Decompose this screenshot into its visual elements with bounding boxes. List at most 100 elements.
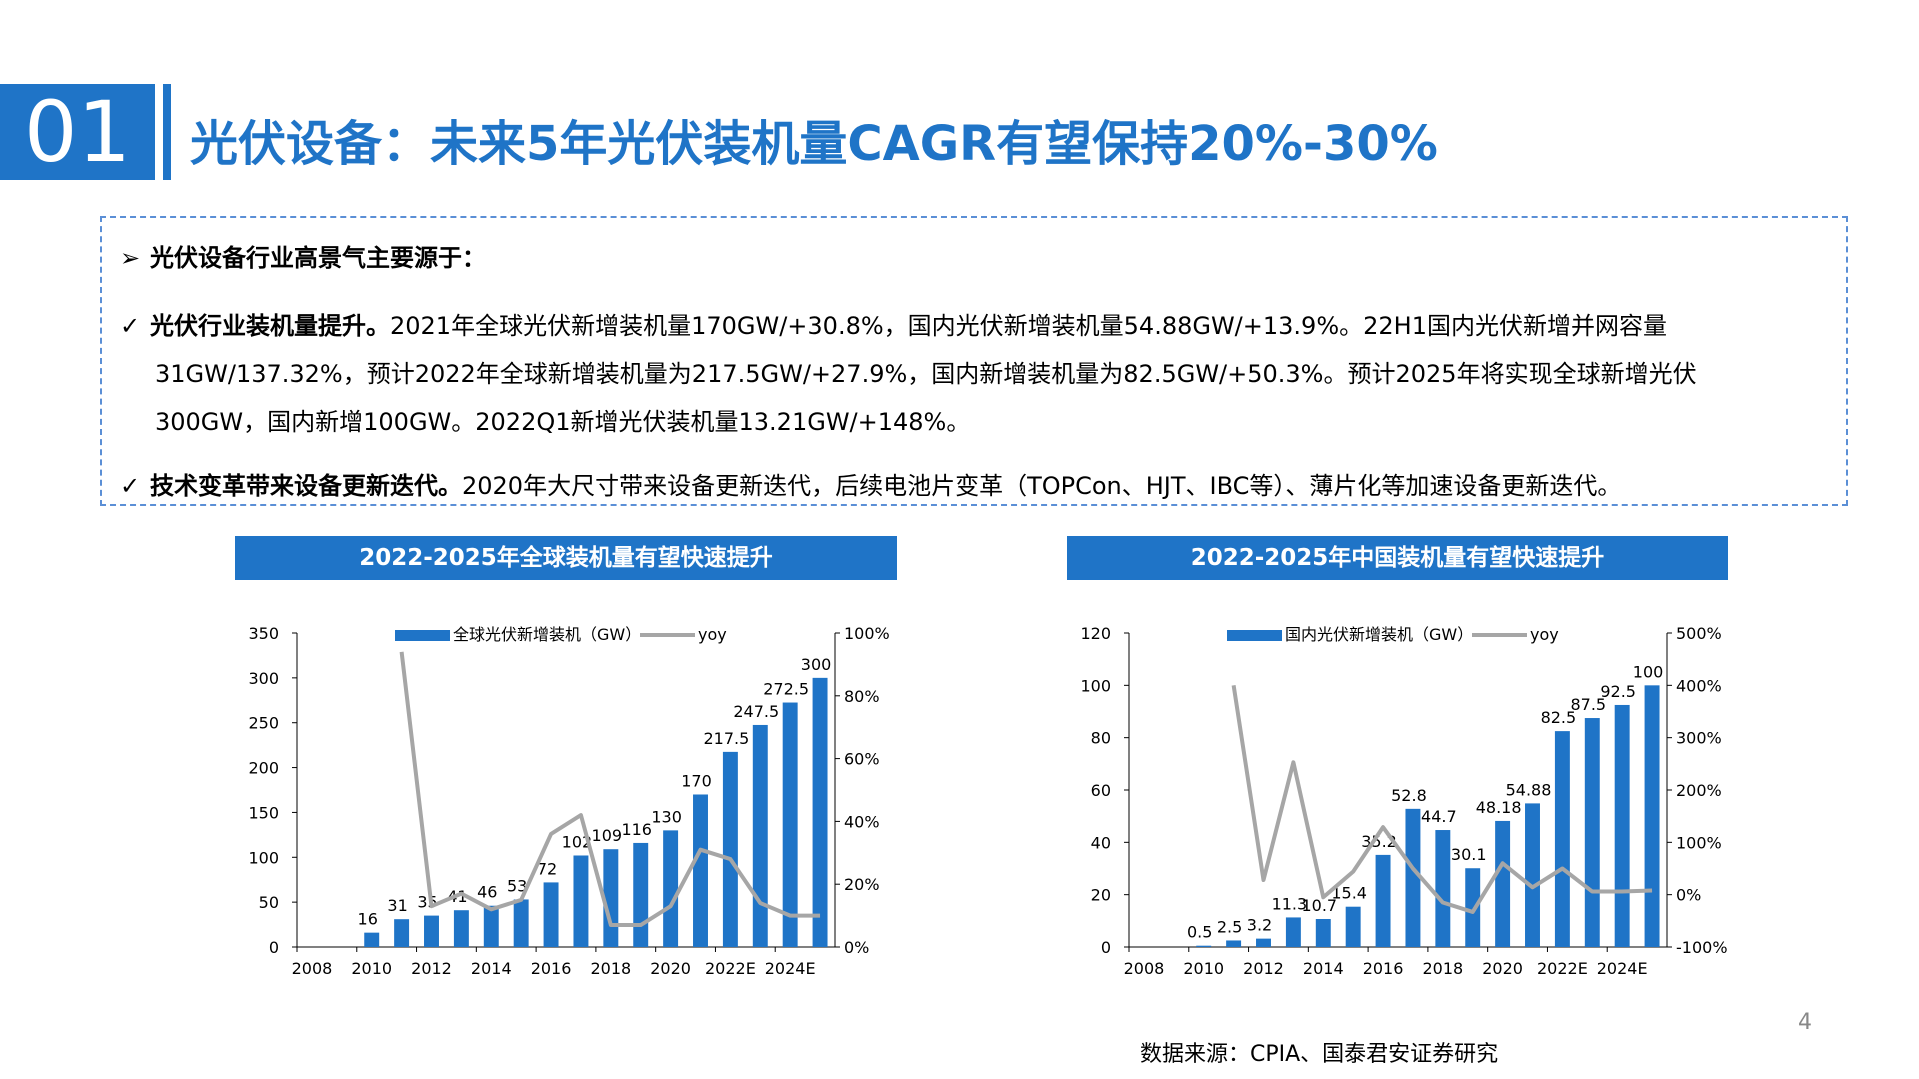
x-tick-label: 2012 [411,959,452,978]
bar-value-label: 44.7 [1421,807,1457,826]
bar-value-label: 116 [621,820,652,839]
bar-value-label: 46 [477,883,497,902]
bar [1375,854,1391,947]
y-tick-label: 100 [1080,676,1111,695]
y-tick-label: 350 [248,624,279,643]
bar-value-label: 100 [1633,662,1664,681]
bar [513,899,529,947]
bar [1465,868,1481,947]
x-tick-label: 2010 [1183,959,1224,978]
x-tick-label: 2010 [351,959,392,978]
bar [782,702,798,947]
y2-tick-label: 200% [1676,781,1722,800]
bar [424,915,439,947]
bar [1614,704,1630,947]
y-tick-label: 50 [259,893,279,912]
bar [1405,808,1421,947]
x-tick-label: 2016 [531,959,572,978]
point2-bold: 技术变革带来设备更新迭代。 [150,472,462,500]
bar [1315,919,1331,947]
bar-value-label: 102 [562,832,593,851]
bar-value-label: 217.5 [703,729,749,748]
bar [573,855,589,947]
bar [1644,685,1660,947]
bar [1584,718,1600,947]
bar-value-label: 82.5 [1541,708,1577,727]
bar-value-label: 109 [592,826,623,845]
y-tick-label: 0 [269,938,279,957]
legend-bar-swatch [395,630,450,641]
point1-text2: 31GW/137.32%，预计2022年全球新增装机量为217.5GW/+27.… [155,360,1697,388]
legend-bar-swatch [1227,630,1282,641]
bar [752,724,768,947]
bar [364,932,380,947]
x-tick-label: 2022E [705,959,756,978]
y2-tick-label: 0% [844,938,869,957]
bar-value-label: 15.4 [1331,884,1367,903]
yoy-line [1231,685,1653,914]
y-tick-label: 150 [248,803,279,822]
bar-value-label: 16 [358,910,378,929]
point1-line1: ✓ 光伏行业装机量提升。2021年全球光伏新增装机量170GW/+30.8%，国内… [120,306,1667,341]
x-tick-label: 2014 [1303,959,1344,978]
checkmark-icon: ✓ [120,472,141,500]
point1-bold: 光伏行业装机量提升。 [150,312,390,340]
bar [1525,803,1540,947]
global-install-chart: 0 50 100 150 200 250 300 350 0% 20% 40% 60% 80% 100% 2… [248,624,889,978]
bar [693,794,708,947]
bar [1554,731,1570,947]
x-tick-label: 2014 [471,959,512,978]
y2-tick-label: 20% [844,875,880,894]
y-tick-label: 60 [1091,781,1111,800]
y-tick-label: 120 [1080,624,1111,643]
section-number: 01 [0,84,155,180]
bar-value-label: 130 [651,807,682,826]
bar-value-label: 87.5 [1570,695,1606,714]
y-tick-label: 40 [1091,833,1111,852]
bar [543,882,559,947]
x-tick-label: 2018 [590,959,631,978]
bar [1495,820,1511,947]
bar [1285,917,1301,947]
bar [1196,945,1212,947]
point2-line: ✓ 技术变革带来设备更新迭代。2020年大尺寸带来设备更新迭代，后续电池片变革（T… [120,466,1621,501]
bar-value-label: 54.88 [1506,780,1552,799]
bar-value-label: 52.8 [1391,786,1427,805]
x-tick-label: 2018 [1422,959,1463,978]
left-chart-header: 2022-2025年全球装机量有望快速提升 [235,536,897,580]
y2-tick-label: -100% [1676,938,1728,957]
bar [603,849,619,947]
y-tick-label: 80 [1091,729,1111,748]
x-tick-label: 2008 [292,959,333,978]
point2-text: 2020年大尺寸带来设备更新迭代，后续电池片变革（TOPCon、HJT、IBC等… [462,472,1622,500]
bar-value-label: 48.18 [1476,798,1522,817]
point1-text1: 2021年全球光伏新增装机量170GW/+30.8%，国内光伏新增装机量54.8… [390,312,1667,340]
bar-value-label: 247.5 [733,702,779,721]
arrow-bullet-icon: ➢ [120,244,141,272]
page-title: 光伏设备：未来5年光伏装机量CAGR有望保持20%-30% [190,116,1438,172]
y-tick-label: 300 [248,669,279,688]
x-tick-label: 2008 [1124,959,1165,978]
bar-value-label: 3.2 [1247,916,1272,935]
y2-tick-label: 60% [844,750,880,769]
bar-value-label: 30.1 [1451,845,1487,864]
y-tick-label: 0 [1101,938,1111,957]
x-tick-label: 2020 [650,959,691,978]
bar-value-label: 11.3 [1272,894,1308,913]
bar-value-label: 0.5 [1187,923,1212,942]
bar-value-label: 10.7 [1301,896,1337,915]
yoy-line [399,651,821,928]
bar [1345,906,1361,947]
y-tick-label: 100 [248,848,279,867]
bar-value-label: 170 [681,771,712,790]
data-source: 数据来源：CPIA、国泰君安证券研究 [1140,1042,1499,1067]
y2-tick-label: 300% [1676,729,1722,748]
y2-tick-label: 80% [844,687,880,706]
bar [1256,938,1271,947]
y2-tick-label: 400% [1676,676,1722,695]
y2-tick-label: 100% [1676,833,1722,852]
checkmark-icon: ✓ [120,312,141,340]
x-tick-label: 2016 [1363,959,1404,978]
bar-value-label: 272.5 [763,680,809,699]
bar [1435,830,1451,947]
